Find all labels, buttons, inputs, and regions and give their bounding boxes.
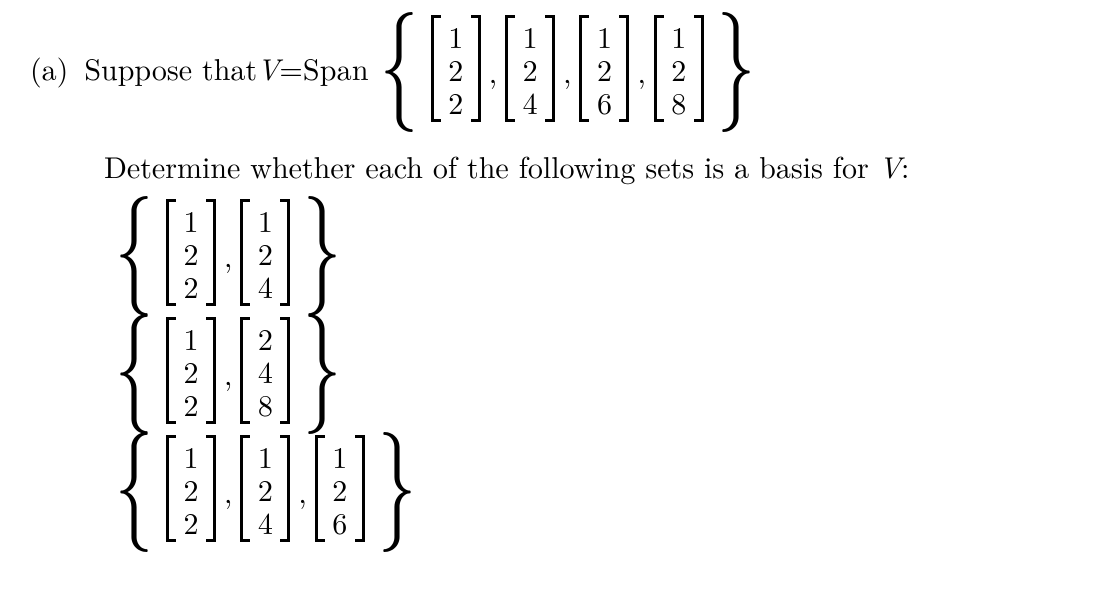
vector-entries: 1 2 2 xyxy=(176,199,206,306)
symbol-V: V xyxy=(257,50,279,86)
entry: 2 xyxy=(182,387,200,420)
colon: : xyxy=(901,144,909,187)
text-determine: Determine whether each of the following … xyxy=(104,144,879,187)
left-bracket-icon xyxy=(166,317,176,424)
candidate-sets: { 1 2 2 , 1 xyxy=(104,194,1086,546)
vector: 1 2 4 xyxy=(240,199,290,306)
right-bracket-icon xyxy=(694,15,704,122)
set-wrap: { 1 2 2 , 1 xyxy=(104,194,352,310)
comma: , xyxy=(637,47,645,89)
vector: 2 4 8 xyxy=(240,317,290,424)
text-equals-span: =Span xyxy=(279,50,368,86)
entry: 2 xyxy=(447,85,465,118)
left-bracket-icon xyxy=(315,435,325,542)
span-set: { 1 2 2 , 1 2 xyxy=(369,10,766,126)
vector: 1 2 8 xyxy=(654,15,704,122)
entry: 6 xyxy=(595,85,613,118)
left-brace-icon: { xyxy=(115,308,154,428)
left-bracket-icon xyxy=(240,199,250,306)
symbol-V-2: V xyxy=(879,144,901,187)
right-bracket-icon xyxy=(206,435,216,542)
set-content: 1 2 2 , 1 2 4 xyxy=(164,435,367,542)
candidate-set-1: { 1 2 2 , 1 xyxy=(104,194,1086,310)
entry: 2 xyxy=(182,269,200,302)
vector: 1 2 6 xyxy=(579,15,629,122)
comma: , xyxy=(224,231,232,273)
candidate-set-2: { 1 2 2 , 2 xyxy=(104,312,1086,428)
right-bracket-icon xyxy=(355,435,365,542)
comma: , xyxy=(224,467,232,509)
entry: 4 xyxy=(256,269,274,302)
line-determine: Determine whether each of the following … xyxy=(104,148,1086,184)
span-vectors: 1 2 2 , 1 2 4 , xyxy=(429,15,706,122)
entry: 8 xyxy=(670,85,688,118)
vector-entries: 1 2 4 xyxy=(250,435,280,542)
vector: 1 2 2 xyxy=(166,317,216,424)
line-suppose: (a) Suppose that V =Span { 1 2 2 , xyxy=(30,10,1086,126)
vector-entries: 1 2 6 xyxy=(325,435,355,542)
comma: , xyxy=(298,467,306,509)
left-bracket-icon xyxy=(240,435,250,542)
vector-entries: 1 2 2 xyxy=(176,317,206,424)
left-brace-icon: { xyxy=(115,426,154,546)
left-bracket-icon xyxy=(166,199,176,306)
vector-entries: 1 2 6 xyxy=(589,15,619,122)
set-content: 1 2 2 , 1 2 4 xyxy=(164,199,292,306)
left-brace-icon: { xyxy=(379,6,418,126)
right-bracket-icon xyxy=(206,199,216,306)
set-wrap: { 1 2 2 , 1 xyxy=(104,430,427,546)
left-bracket-icon xyxy=(240,317,250,424)
candidate-set-3: { 1 2 2 , 1 xyxy=(104,430,1086,546)
right-bracket-icon xyxy=(471,15,481,122)
vector: 1 2 6 xyxy=(315,435,365,542)
vector-entries: 1 2 4 xyxy=(250,199,280,306)
vector: 1 2 4 xyxy=(240,435,290,542)
entry: 2 xyxy=(182,505,200,538)
entry: 8 xyxy=(256,387,274,420)
vector-entries: 2 4 8 xyxy=(250,317,280,424)
set-wrap: { 1 2 2 , 2 xyxy=(104,312,352,428)
left-bracket-icon xyxy=(166,435,176,542)
vector: 1 2 4 xyxy=(505,15,555,122)
left-brace-icon: { xyxy=(115,190,154,310)
problem-page: (a) Suppose that V =Span { 1 2 2 , xyxy=(0,0,1116,558)
vector-entries: 1 2 8 xyxy=(664,15,694,122)
left-bracket-icon xyxy=(654,15,664,122)
vector-entries: 1 2 2 xyxy=(441,15,471,122)
set-content: 1 2 2 , 2 4 8 xyxy=(164,317,292,424)
comma: , xyxy=(563,47,571,89)
right-brace-icon: } xyxy=(303,308,342,428)
vector: 1 2 2 xyxy=(166,199,216,306)
comma: , xyxy=(489,47,497,89)
entry: 4 xyxy=(521,85,539,118)
right-bracket-icon xyxy=(280,317,290,424)
text-suppose: Suppose that xyxy=(84,50,257,86)
entry: 4 xyxy=(256,505,274,538)
right-brace-icon: } xyxy=(377,426,416,546)
vector: 1 2 2 xyxy=(431,15,481,122)
right-brace-icon: } xyxy=(303,190,342,310)
right-brace-icon: } xyxy=(716,6,755,126)
comma: , xyxy=(224,349,232,391)
right-bracket-icon xyxy=(280,435,290,542)
vector: 1 2 2 xyxy=(166,435,216,542)
left-bracket-icon xyxy=(431,15,441,122)
right-bracket-icon xyxy=(619,15,629,122)
vector-entries: 1 2 2 xyxy=(176,435,206,542)
left-bracket-icon xyxy=(505,15,515,122)
item-label: (a) xyxy=(30,50,68,86)
left-bracket-icon xyxy=(579,15,589,122)
right-bracket-icon xyxy=(206,317,216,424)
entry: 6 xyxy=(331,505,349,538)
right-bracket-icon xyxy=(280,199,290,306)
vector-entries: 1 2 4 xyxy=(515,15,545,122)
right-bracket-icon xyxy=(545,15,555,122)
